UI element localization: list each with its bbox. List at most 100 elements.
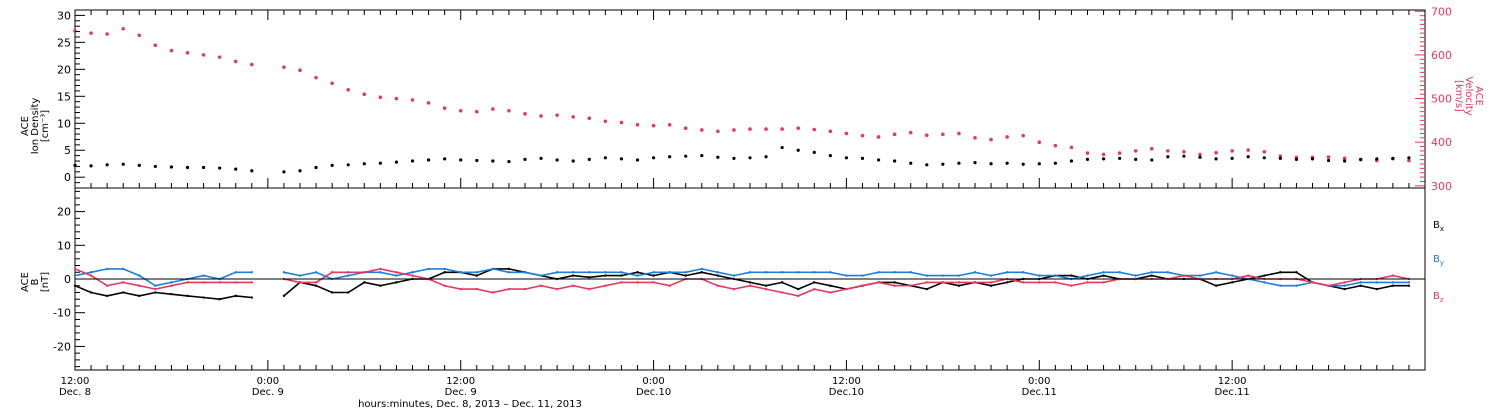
density-series xyxy=(73,145,1411,174)
b-point-by xyxy=(314,271,318,274)
velocity-point xyxy=(298,68,302,73)
velocity-point xyxy=(941,132,945,137)
b-point-bz xyxy=(298,281,302,284)
b-point-by xyxy=(909,271,912,274)
x-tick-date: Dec.10 xyxy=(829,387,864,398)
b-point-bz xyxy=(105,284,109,287)
density-tick-label: 30 xyxy=(57,9,71,22)
b-point-bx xyxy=(588,276,591,279)
b-point-bz xyxy=(459,287,462,291)
density-point xyxy=(555,158,559,162)
velocity-point xyxy=(667,122,672,127)
b-point-by xyxy=(1214,271,1218,274)
b-point-bx xyxy=(202,296,205,299)
velocity-point xyxy=(716,129,720,134)
velocity-series xyxy=(73,26,1411,163)
density-point xyxy=(844,156,849,160)
b-point-bz xyxy=(1022,281,1025,284)
b-point-bz xyxy=(411,274,414,277)
b-point-bx xyxy=(764,284,768,287)
b-point-by xyxy=(1198,274,1202,277)
b-point-by xyxy=(636,274,639,277)
b-point-bz xyxy=(716,284,720,287)
velocity-point xyxy=(362,92,367,97)
velocity-point xyxy=(1407,158,1411,163)
velocity-point xyxy=(603,119,608,124)
b-point-bx xyxy=(1230,281,1234,284)
b-point-bx xyxy=(218,298,221,301)
velocity-tick-label: 300 xyxy=(1431,180,1452,193)
plot-marks xyxy=(73,26,1411,301)
b-point-by xyxy=(507,271,511,274)
b-point-bz xyxy=(861,284,864,287)
velocity-point xyxy=(844,131,849,136)
density-point xyxy=(1118,156,1122,160)
b-point-bz xyxy=(1343,281,1346,284)
velocity-point xyxy=(507,108,511,113)
density-point xyxy=(1150,158,1154,162)
b-point-by xyxy=(491,267,495,271)
b-point-bx xyxy=(989,284,993,287)
x-tick-time: 12:00 xyxy=(61,376,90,387)
b-point-bx xyxy=(780,281,784,284)
b-point-bz xyxy=(636,281,639,284)
density-axis-label-units: [cm⁻³] xyxy=(40,110,51,142)
b-point-bz xyxy=(347,271,350,274)
density-point xyxy=(1037,162,1041,166)
b-point-bx xyxy=(1263,274,1266,277)
b-point-bx xyxy=(652,274,655,277)
velocity-point xyxy=(812,127,817,132)
density-point xyxy=(1069,159,1074,163)
density-point xyxy=(507,159,511,164)
density-point xyxy=(828,154,832,158)
velocity-point xyxy=(378,95,383,100)
b-point-bx xyxy=(282,294,286,298)
b-point-by xyxy=(668,271,671,274)
velocity-tick-label: 500 xyxy=(1431,93,1452,106)
b-point-bx xyxy=(1214,284,1218,287)
density-point xyxy=(780,145,784,150)
b-point-bz xyxy=(475,287,478,291)
velocity-point xyxy=(780,127,784,131)
b-point-bx xyxy=(443,271,446,274)
velocity-point xyxy=(1021,133,1026,138)
b-point-bz xyxy=(395,271,398,274)
b-point-by xyxy=(443,267,446,271)
density-point xyxy=(153,164,157,169)
b-point-bx xyxy=(1070,274,1073,277)
density-tick-label: 25 xyxy=(57,36,71,49)
density-point xyxy=(1005,161,1009,165)
b-point-bx xyxy=(829,284,832,287)
velocity-point xyxy=(153,43,158,48)
b-point-by xyxy=(700,267,703,271)
b-point-bx xyxy=(1150,274,1153,277)
b-axis-label-line1: ACE xyxy=(20,272,31,292)
density-point xyxy=(732,156,736,160)
b-tick-label: -10 xyxy=(53,307,71,320)
b-point-bx xyxy=(1343,287,1346,291)
density-point xyxy=(426,158,431,162)
velocity-point xyxy=(732,128,736,132)
density-point xyxy=(491,159,495,163)
density-point xyxy=(1310,157,1315,161)
b-point-by xyxy=(122,267,125,271)
b-point-by xyxy=(234,271,237,274)
velocity-point xyxy=(683,126,688,131)
b-point-bx xyxy=(314,284,318,287)
velocity-axis-label-line2: Velocity xyxy=(1463,76,1474,115)
density-point xyxy=(169,165,174,169)
density-point xyxy=(571,159,575,163)
density-point xyxy=(748,156,752,160)
b-point-by xyxy=(716,271,720,274)
density-point xyxy=(635,158,640,162)
b-point-by xyxy=(523,271,527,274)
b-point-by xyxy=(861,274,864,277)
velocity-point xyxy=(458,108,463,113)
velocity-point xyxy=(1262,149,1267,154)
b-point-bz xyxy=(330,271,334,274)
b-point-by xyxy=(652,271,655,274)
density-point xyxy=(362,162,366,166)
legend-by: By xyxy=(1433,254,1444,267)
x-tick-date: Dec. 9 xyxy=(445,387,477,398)
